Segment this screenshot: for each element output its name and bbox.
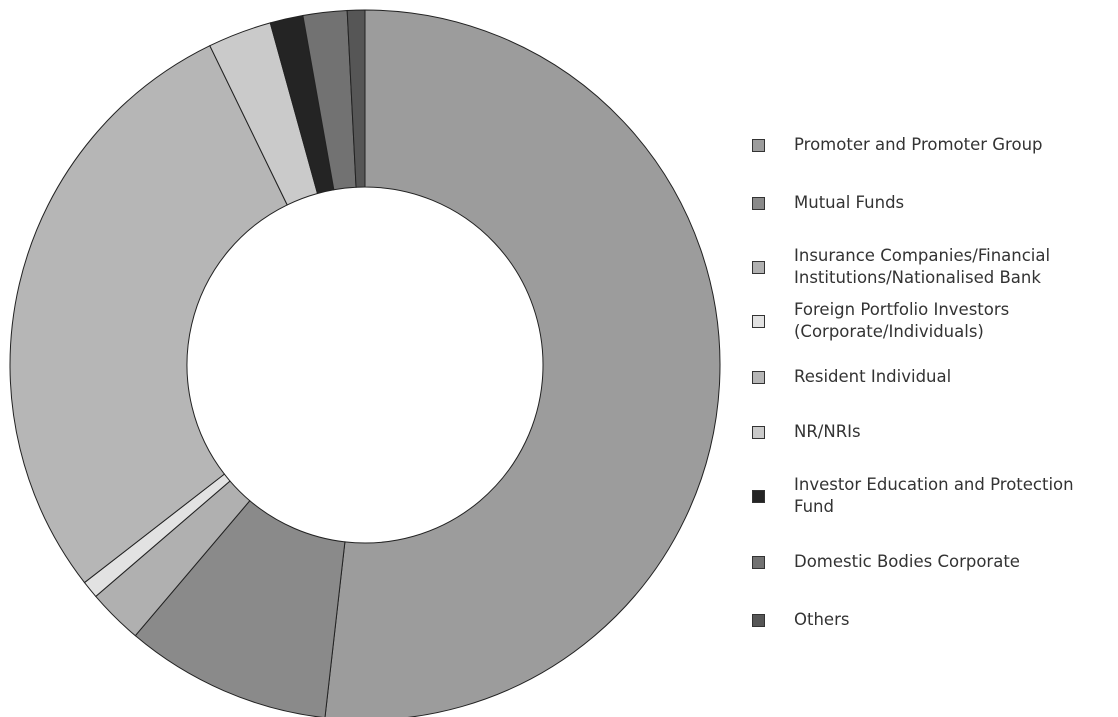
donut-slice — [9, 45, 288, 584]
legend-item: Insurance Companies/Financial Institutio… — [752, 245, 1118, 289]
legend-swatch — [752, 138, 765, 152]
legend-label: NR/NRIs — [794, 422, 861, 441]
legend-label: Resident Individual — [794, 367, 952, 386]
legend-label: Others — [794, 610, 850, 629]
legend-swatch — [752, 314, 765, 328]
legend-item: Mutual Funds — [752, 192, 1118, 214]
donut-slice — [346, 9, 366, 188]
legend-swatch — [752, 370, 765, 384]
legend-item: Others — [752, 609, 1118, 631]
legend-swatch — [752, 425, 765, 439]
legend-item: Resident Individual — [752, 366, 1118, 388]
donut-chart — [9, 9, 721, 717]
legend-item: Investor Education and Protection Fund — [752, 474, 1118, 518]
legend-swatch — [752, 260, 765, 274]
legend-item: Promoter and Promoter Group — [752, 134, 1118, 156]
legend-swatch — [752, 196, 765, 210]
legend-item: NR/NRIs — [752, 421, 1118, 443]
legend-swatch — [752, 555, 765, 569]
donut-slice — [324, 9, 721, 717]
legend-swatch — [752, 489, 765, 503]
legend-label: Insurance Companies/Financial Institutio… — [794, 246, 1051, 287]
legend-swatch — [752, 613, 765, 627]
legend-label: Foreign Portfolio Investors (Corporate/I… — [794, 300, 1010, 341]
legend-label: Mutual Funds — [794, 193, 905, 212]
legend-label: Promoter and Promoter Group — [794, 135, 1043, 154]
legend-label: Investor Education and Protection Fund — [794, 475, 1074, 516]
legend-item: Domestic Bodies Corporate — [752, 551, 1118, 573]
legend-label: Domestic Bodies Corporate — [794, 552, 1020, 571]
legend-item: Foreign Portfolio Investors (Corporate/I… — [752, 299, 1118, 343]
